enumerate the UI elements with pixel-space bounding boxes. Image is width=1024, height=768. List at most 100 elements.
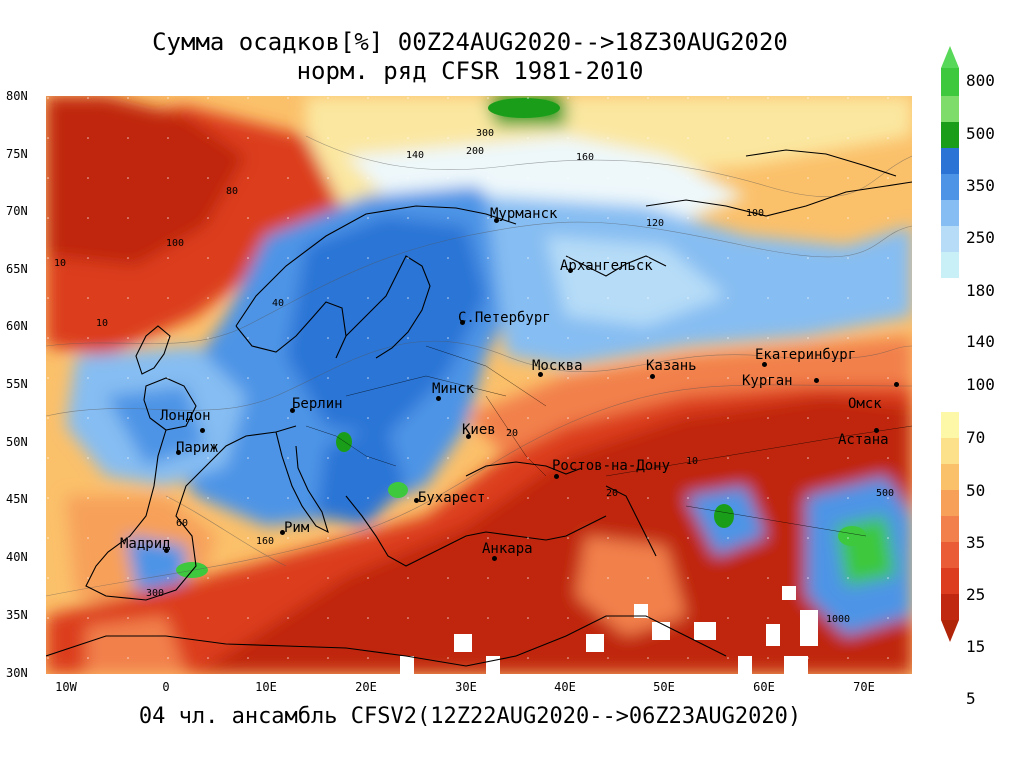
city-label: Рим — [284, 520, 310, 536]
colorbar-label: 15 — [966, 637, 986, 656]
city-dot — [414, 498, 419, 503]
colorbar-segment — [941, 252, 959, 278]
colorbar-segment — [941, 490, 959, 516]
contour-label: 10 — [54, 258, 66, 269]
contour-label: 500 — [876, 488, 894, 499]
colorbar-label: 50 — [966, 481, 986, 500]
city-dot — [894, 382, 899, 387]
colorbar-segment — [941, 226, 959, 252]
contour-label: 80 — [226, 186, 238, 197]
city-dot — [874, 428, 879, 433]
colorbar-segment — [941, 594, 959, 620]
city-label: Анкара — [482, 541, 533, 557]
city-label: Киев — [462, 422, 496, 438]
city-label: Мурманск — [490, 206, 558, 222]
city-label: Мадрид — [120, 536, 171, 552]
colorbar-segment — [941, 174, 959, 200]
city-label: Бухарест — [418, 490, 486, 506]
city-dot — [538, 372, 543, 377]
colorbar-label: 350 — [966, 176, 995, 195]
city-label: Курган — [742, 373, 793, 389]
colorbar-label: 70 — [966, 428, 986, 447]
colorbar-segment — [941, 200, 959, 226]
city-dot — [814, 378, 819, 383]
city-label: Казань — [646, 358, 697, 374]
colorbar-segment — [941, 568, 959, 594]
map-subtitle: норм. ряд CFSR 1981-2010 — [296, 57, 644, 85]
lon-label: 10W — [55, 680, 77, 694]
lat-label: 30N — [6, 666, 28, 680]
city-dot — [164, 548, 169, 553]
city-dot — [460, 320, 465, 325]
lon-label: 30E — [455, 680, 477, 694]
contour-label: 160 — [256, 536, 274, 547]
lon-label: 60E — [753, 680, 775, 694]
city-label: Лондон — [160, 408, 211, 424]
map-title: Сумма осадков[%] 00Z24AUG2020-->18Z30AUG… — [152, 28, 788, 56]
contour-label: 1000 — [826, 614, 850, 625]
lon-label: 20E — [355, 680, 377, 694]
lat-label: 65N — [6, 262, 28, 276]
lat-label: 35N — [6, 608, 28, 622]
precipitation-field: 300 200 140 160 120 100 80 60 40 20 10 5… — [46, 96, 912, 674]
contour-label: 10 — [686, 456, 698, 467]
colorbar-mid-label: 100 — [966, 375, 995, 394]
colorbar-segment — [941, 516, 959, 542]
contour-label: 40 — [272, 298, 284, 309]
city-dot — [568, 268, 573, 273]
lat-label: 40N — [6, 550, 28, 564]
colorbar-segment — [941, 96, 959, 122]
lat-label: 55N — [6, 377, 28, 391]
lon-label: 40E — [554, 680, 576, 694]
city-dot — [290, 408, 295, 413]
contour-label: 200 — [466, 146, 484, 157]
precipitation-map: 300 200 140 160 120 100 80 60 40 20 10 5… — [46, 96, 912, 674]
colorbar-segment — [941, 412, 959, 438]
city-label: С.Петербург — [458, 310, 551, 326]
colorbar-label: 35 — [966, 533, 986, 552]
city-label: Омск — [848, 396, 882, 412]
colorbar-segment — [941, 542, 959, 568]
city-label: Астана — [838, 432, 889, 448]
colorbar-label: 800 — [966, 71, 995, 90]
contour-label: 60 — [176, 518, 188, 529]
contour-label: 100 — [746, 208, 764, 219]
lat-label: 50N — [6, 435, 28, 449]
city-dot — [492, 556, 497, 561]
contour-label: 20 — [506, 428, 518, 439]
city-label: Екатеринбург — [755, 347, 857, 363]
lon-label: 70E — [853, 680, 875, 694]
lon-label: 0 — [162, 680, 170, 694]
city-dot — [466, 434, 471, 439]
colorbar-segment — [941, 148, 959, 174]
colorbar-segment — [941, 464, 959, 490]
colorbar-label: 500 — [966, 124, 995, 143]
lon-label: 50E — [653, 680, 675, 694]
city-label: Берлин — [292, 396, 343, 412]
contour-label: 160 — [576, 152, 594, 163]
contour-label: 120 — [646, 218, 664, 229]
contour-value-labels: 300 200 140 160 120 100 80 60 40 20 10 5… — [54, 128, 894, 625]
colorbar-label: 180 — [966, 281, 995, 300]
city-label: Париж — [176, 440, 219, 456]
lon-label: 10E — [255, 680, 277, 694]
city-dot — [436, 396, 441, 401]
city-label: Ростов-на-Дону — [552, 458, 671, 474]
city-dot — [494, 218, 499, 223]
colorbar-bottom-arrow — [941, 620, 959, 642]
contour-label: 300 — [476, 128, 494, 139]
ensemble-caption: 04 чл. ансамбль CFSV2(12Z22AUG2020-->06Z… — [138, 704, 802, 729]
lat-label: 75N — [6, 147, 28, 161]
city-dot — [176, 450, 181, 455]
city-label: Минск — [432, 381, 475, 397]
colorbar-top-arrow — [941, 46, 959, 68]
contour-label: 300 — [146, 588, 164, 599]
colorbar-segment — [941, 122, 959, 148]
city-label: Архангельск — [560, 258, 653, 274]
city-label: Москва — [532, 358, 583, 374]
colorbar-label: 140 — [966, 332, 995, 351]
lat-label: 60N — [6, 319, 28, 333]
contour-label: 140 — [406, 150, 424, 161]
city-dot — [650, 374, 655, 379]
lat-label: 45N — [6, 492, 28, 506]
